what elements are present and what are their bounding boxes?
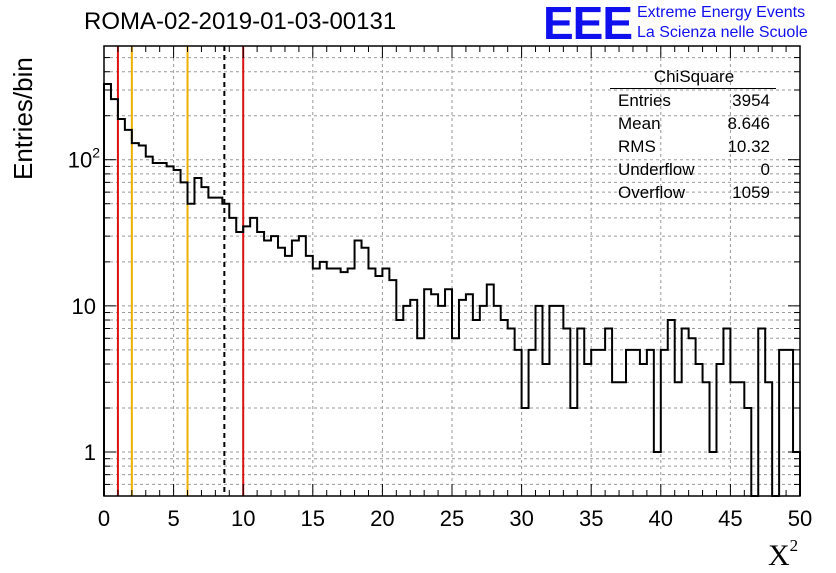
stats-row-underflow: Underflow 0 xyxy=(618,160,770,179)
x-tick-label: 0 xyxy=(98,506,110,531)
stats-title: ChiSquare xyxy=(610,66,776,89)
axis-ticks: 0 5 10 15 20 25 30 35 40 45 50 1 10 102 xyxy=(68,45,812,531)
logo-line-2: La Scienza nelle Scuole xyxy=(637,24,808,41)
histogram-series xyxy=(103,82,801,497)
x-tick-label: 40 xyxy=(649,506,673,531)
stats-row-mean: Mean 8.646 xyxy=(618,114,770,133)
x-axis-label: X2 xyxy=(768,536,799,572)
y-tick-label: 102 xyxy=(68,145,100,173)
y-tick-label: 1 xyxy=(84,440,96,465)
x-tick-label: 50 xyxy=(788,506,812,531)
x-tick-label: 15 xyxy=(301,506,325,531)
stats-row-overflow: Overflow 1059 xyxy=(618,183,770,202)
x-tick-label: 30 xyxy=(509,506,533,531)
eee-logo: EEE xyxy=(543,0,633,49)
logo-line-1: Extreme Energy Events xyxy=(637,4,806,21)
x-tick-label: 45 xyxy=(718,506,742,531)
x-tick-label: 10 xyxy=(231,506,255,531)
y-axis-label: Entries/bin xyxy=(8,57,38,180)
x-tick-label: 20 xyxy=(370,506,394,531)
x-tick-label: 35 xyxy=(579,506,603,531)
x-tick-label: 25 xyxy=(440,506,464,531)
x-tick-label: 5 xyxy=(167,506,179,531)
reference-lines xyxy=(116,46,245,496)
stats-row-entries: Entries 3954 xyxy=(618,91,770,110)
stats-row-rms: RMS 10.32 xyxy=(618,137,770,156)
stats-box: ChiSquare Entries 3954 Mean 8.646 RMS 10.32… xyxy=(610,66,776,204)
chart-title: ROMA-02-2019-01-03-00131 xyxy=(84,8,397,35)
histogram-line xyxy=(103,82,801,497)
y-tick-label: 10 xyxy=(72,294,96,319)
